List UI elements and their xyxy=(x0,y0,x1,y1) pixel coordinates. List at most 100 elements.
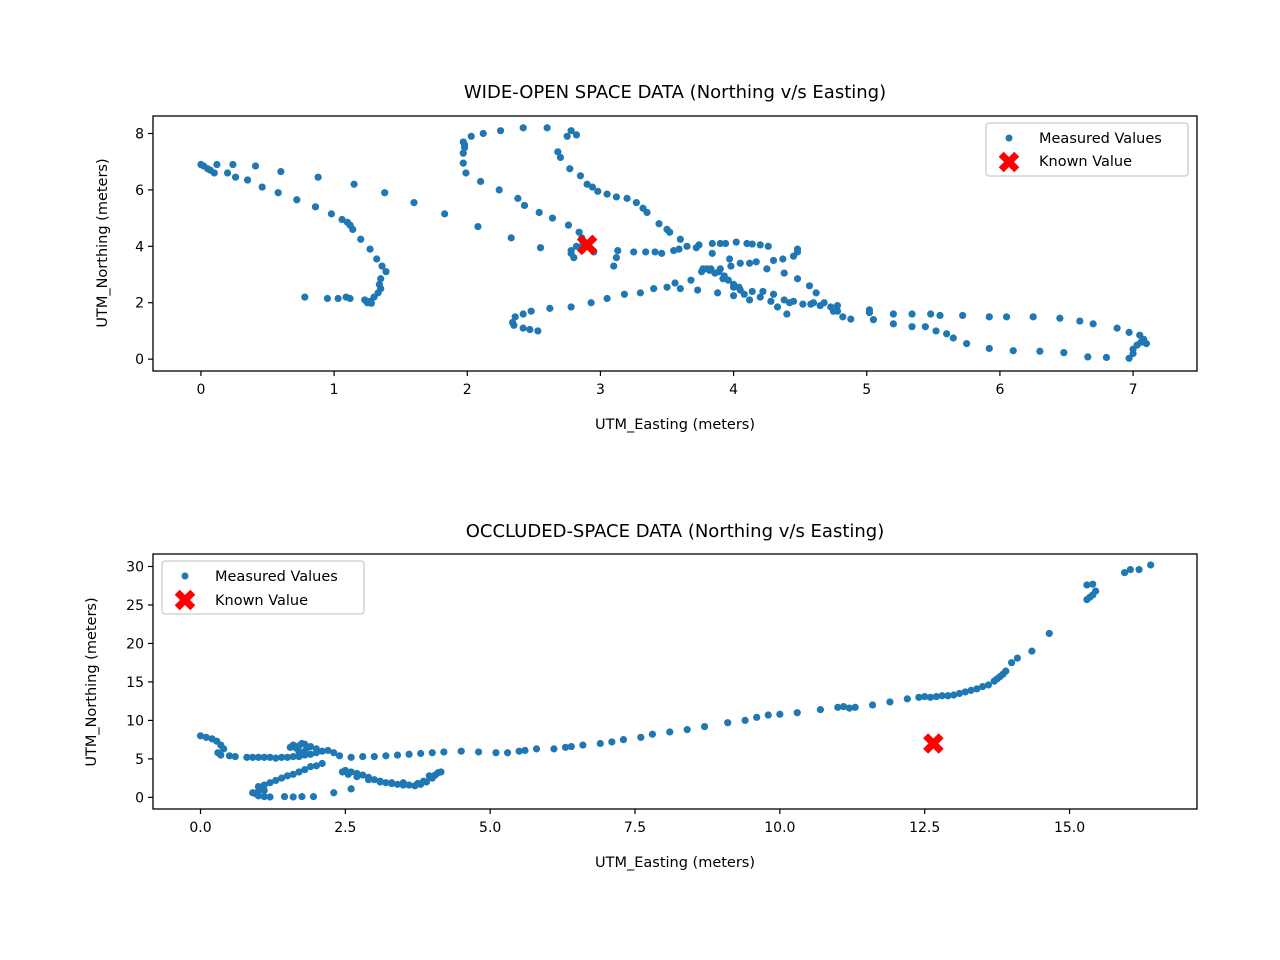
data-point xyxy=(724,719,732,727)
data-point xyxy=(722,239,730,248)
plot-frame xyxy=(152,553,1198,810)
data-point xyxy=(732,238,740,246)
data-point xyxy=(567,249,575,257)
data-point xyxy=(619,736,628,744)
data-point xyxy=(612,193,621,201)
data-point xyxy=(301,766,309,774)
data-point xyxy=(588,183,597,191)
data-point xyxy=(726,255,734,263)
data-point xyxy=(1120,569,1129,577)
data-point xyxy=(318,759,326,768)
data-point xyxy=(567,127,575,135)
data-point xyxy=(381,189,389,197)
data-point xyxy=(419,777,428,785)
data-point xyxy=(476,177,485,186)
data-point xyxy=(289,770,297,778)
data-point xyxy=(620,290,629,298)
data-point xyxy=(306,762,315,771)
x-tick-label: 12.5 xyxy=(909,820,940,836)
data-point xyxy=(249,789,257,797)
y-tick-label: 4 xyxy=(135,239,144,255)
data-point xyxy=(399,779,407,787)
data-point xyxy=(462,169,470,177)
data-point xyxy=(520,201,529,210)
data-point xyxy=(1045,629,1053,638)
x-tick-label: 10.0 xyxy=(764,820,795,836)
data-point xyxy=(231,173,240,181)
data-point xyxy=(579,741,587,749)
data-point xyxy=(676,285,684,293)
data-point xyxy=(610,262,618,270)
data-point xyxy=(251,162,260,170)
data-point xyxy=(521,746,529,755)
data-point xyxy=(820,299,828,307)
data-point xyxy=(716,239,724,248)
y-tick-label: 30 xyxy=(126,559,144,575)
data-point xyxy=(1060,349,1068,357)
data-point xyxy=(231,752,239,761)
data-point xyxy=(566,165,574,173)
data-point xyxy=(338,215,346,224)
chart-title: OCCLUDED-SPACE DATA (Northing v/s Eastin… xyxy=(466,521,885,542)
data-point xyxy=(985,313,993,321)
legend-known-marker xyxy=(174,589,196,611)
data-point xyxy=(467,132,475,140)
data-point xyxy=(636,289,644,297)
data-point xyxy=(217,751,225,759)
data-point xyxy=(289,752,297,761)
data-point xyxy=(266,779,274,787)
data-point xyxy=(507,234,515,242)
x-tick-label: 5.0 xyxy=(479,820,501,836)
data-point xyxy=(763,265,771,273)
data-point xyxy=(312,762,320,770)
axis-ticks: 0 1 2 3 4 5 6 7 0 2 4 6 8 xyxy=(135,126,1137,398)
data-point xyxy=(441,210,449,218)
data-point xyxy=(827,303,835,311)
data-point xyxy=(903,695,911,703)
data-point xyxy=(959,311,967,320)
data-point xyxy=(984,681,993,689)
data-point xyxy=(536,244,545,252)
x-tick-label: 0 xyxy=(196,382,205,398)
data-point xyxy=(776,710,784,718)
data-point xyxy=(773,303,782,311)
data-point xyxy=(382,779,390,787)
data-point xyxy=(865,309,874,317)
legend-box xyxy=(985,122,1189,177)
data-point xyxy=(534,327,542,335)
data-point xyxy=(921,323,929,331)
data-point xyxy=(767,297,775,305)
data-point xyxy=(370,752,378,761)
data-point xyxy=(963,340,971,348)
data-point xyxy=(311,203,320,211)
data-point xyxy=(711,269,719,277)
legend-known-label: Known Value xyxy=(215,593,308,609)
data-point xyxy=(927,310,935,318)
data-point xyxy=(1136,331,1144,339)
legend-measured-label: Measured Values xyxy=(1039,131,1162,147)
y-axis-label: UTM_Northing (meters) xyxy=(95,158,111,327)
data-point xyxy=(382,752,390,760)
data-point xyxy=(437,768,445,776)
data-point xyxy=(1083,581,1091,589)
legend-known-label: Known Value xyxy=(1039,154,1132,170)
data-point xyxy=(745,259,754,267)
data-point xyxy=(519,324,527,332)
data-point xyxy=(743,239,751,248)
data-point xyxy=(1084,353,1092,361)
data-point xyxy=(496,127,505,135)
wide-open-chart: WIDE-OPEN SPACE DATA (Northing v/s Easti… xyxy=(95,82,1198,433)
data-point xyxy=(834,703,842,711)
data-point xyxy=(587,299,595,307)
data-point xyxy=(440,748,448,756)
data-point xyxy=(780,296,788,304)
data-point xyxy=(293,196,301,204)
data-point xyxy=(926,693,935,701)
data-point xyxy=(869,316,878,324)
data-point xyxy=(377,275,385,283)
data-point xyxy=(554,148,562,156)
y-tick-label: 8 xyxy=(135,126,144,142)
data-point xyxy=(286,743,294,751)
legend-measured-marker xyxy=(1005,134,1013,142)
data-point xyxy=(708,239,716,248)
